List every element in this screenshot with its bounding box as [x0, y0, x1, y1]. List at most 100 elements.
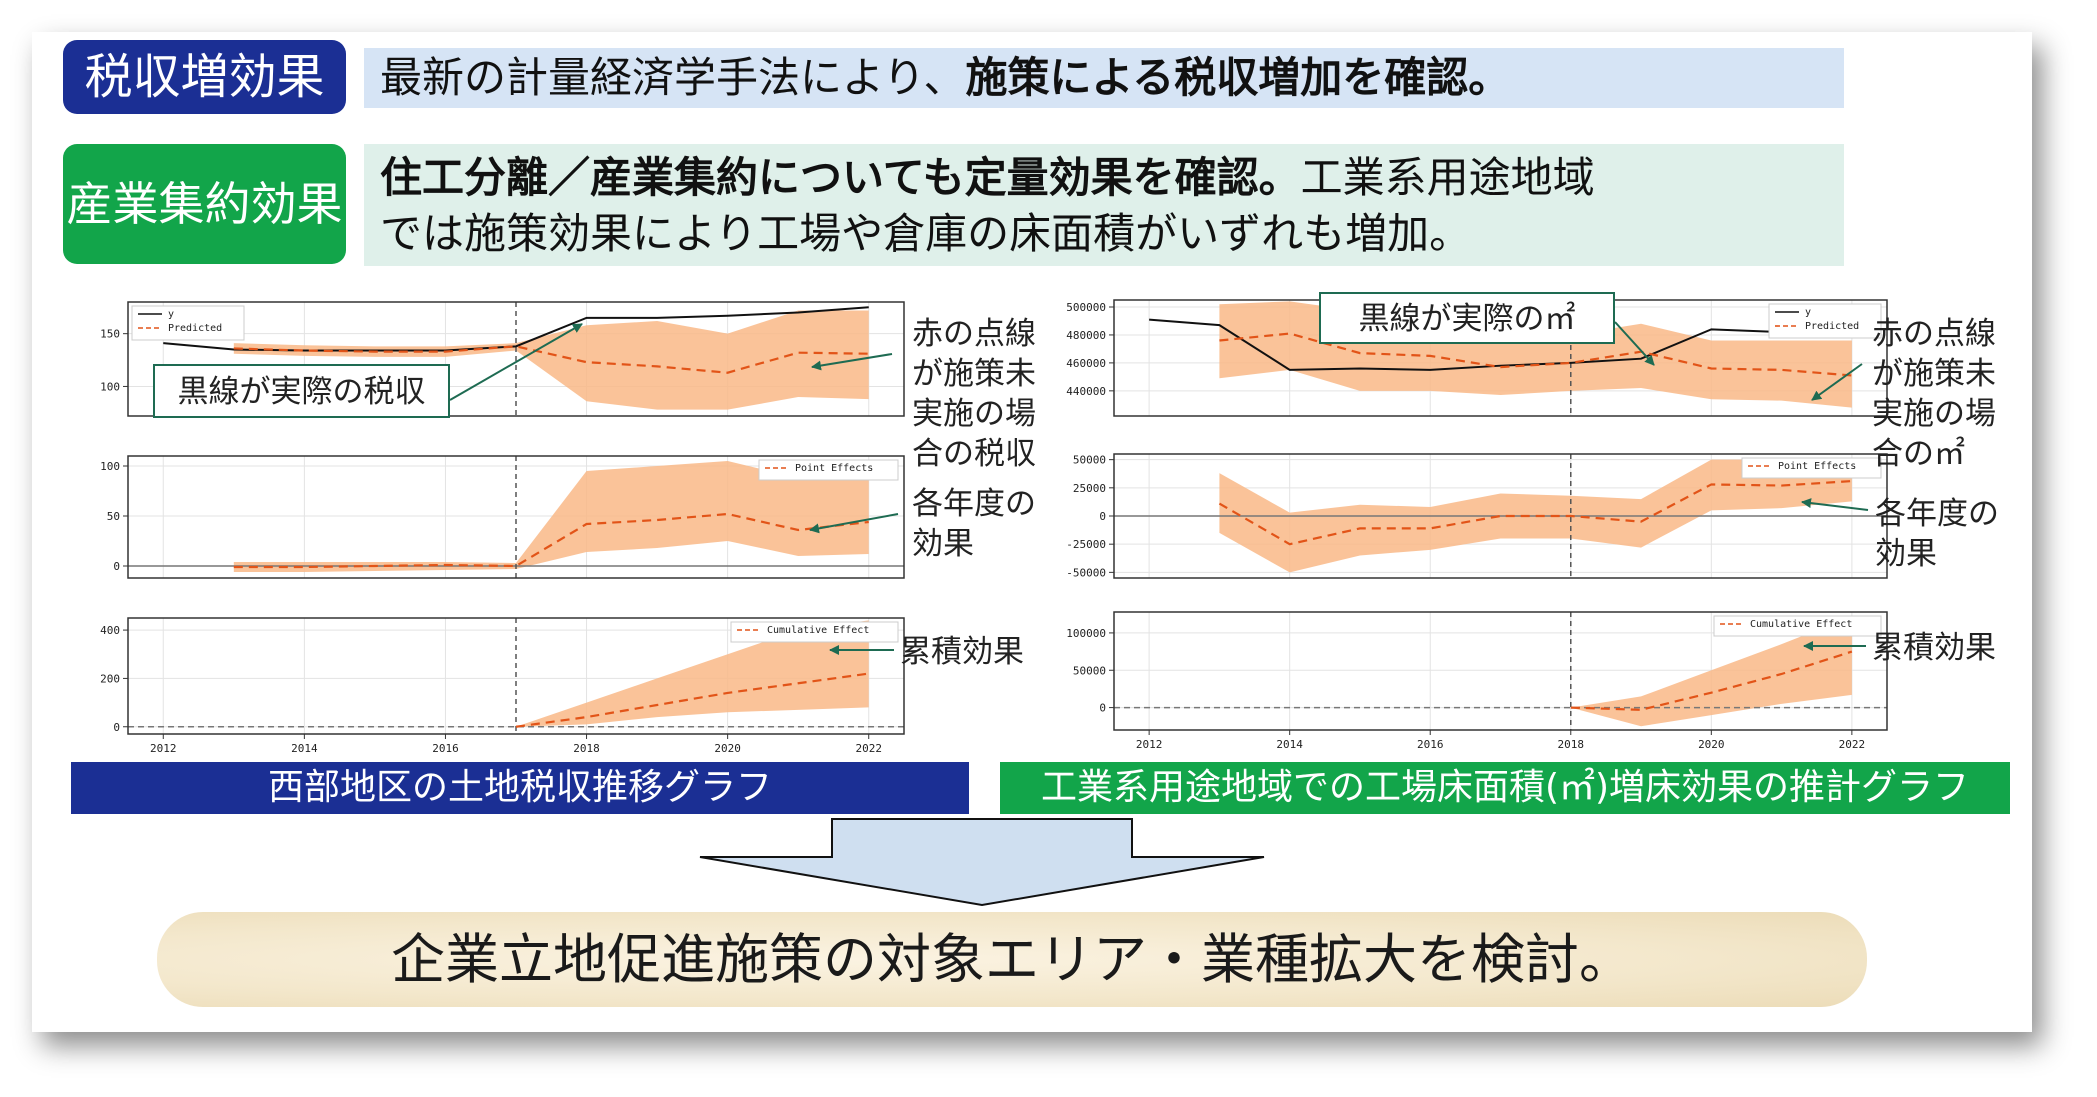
left-chart-caption: 西部地区の土地税収推移グラフ: [71, 762, 969, 814]
right-chart-caption: 工業系用途地域での工場床面積(㎡)増床効果の推計グラフ: [1000, 762, 2010, 814]
tax-ytick-label: 150: [100, 328, 120, 341]
industry-effect-line2: では施策効果により工場や倉庫の床面積がいずれも増加。: [380, 209, 1472, 258]
tax-legend-box: [758, 459, 899, 481]
floor-series-y: [1149, 318, 1852, 371]
tax-ytick-label: 100: [100, 380, 120, 393]
floor-legend-label: Point Effects: [1778, 461, 1856, 472]
left-red-line-callout-line: が施策未: [912, 356, 1036, 392]
floor-confidence-band: [1570, 616, 1852, 727]
left-black-line-callout: 黒線が実際の税収: [153, 364, 450, 418]
tax-ytick-label: 50: [107, 510, 120, 523]
floor-xtick-label: 2016: [1417, 738, 1444, 751]
left-point-effect-callout-line: 効果: [912, 526, 974, 562]
conclusion-banner: 企業立地促進施策の対象エリア・業種拡大を検討。: [157, 912, 1867, 1007]
right-red-line-callout-line: が施策未: [1872, 356, 1996, 392]
tax-ytick-label: 0: [113, 560, 120, 573]
floor-ytick-label: 50000: [1073, 454, 1106, 467]
tax-axes-frame: [127, 455, 905, 579]
tax-legend-label: Predicted: [168, 323, 222, 334]
floor-xtick-label: 2014: [1276, 738, 1303, 751]
floor-ytick-label: 100000: [1066, 627, 1106, 640]
tax-legend-label: Cumulative Effect: [767, 625, 869, 636]
floor-ytick-label: 480000: [1066, 329, 1106, 342]
tax-ytick-label: 200: [100, 672, 120, 685]
industry-effect-banner: 住工分離／産業集約についても定量効果を確認。工業系用途地域 では施策効果により工…: [364, 144, 1844, 266]
floor-panel-pointwise: -50000 -25000 0 25000 50000 Point Effects: [1066, 453, 1888, 579]
floor-panel-cumulative: 0 50000 100000 2012 2014 2016 2018 2020 2022 Cumu…: [1066, 611, 1888, 751]
tax-panel-original: 100 150 y Predicted: [100, 301, 905, 417]
left-black-arrow: [449, 323, 583, 401]
tax-confidence-band: [233, 461, 869, 572]
right-red-arrow: [1811, 363, 1863, 401]
right-point-effect-callout-line: 各年度の: [1875, 496, 1999, 532]
tax-xtick-label: 2022: [855, 742, 882, 755]
floor-ytick-label: -50000: [1066, 566, 1106, 579]
down-arrow: [699, 818, 1265, 907]
floor-legend-label: y: [1805, 307, 1811, 318]
floor-axes-frame: [1113, 611, 1888, 731]
floor-legend-label: Predicted: [1805, 321, 1859, 332]
floor-xtick-label: 2012: [1136, 738, 1163, 751]
tax-confidence-band: [233, 310, 869, 410]
floor-legend-box: [1713, 615, 1882, 637]
floor-ytick-label: 440000: [1066, 385, 1106, 398]
floor-legend-box: [1768, 303, 1882, 339]
floor-ytick-label: 0: [1099, 702, 1106, 715]
industry-effect-badge: 産業集約効果: [63, 144, 346, 264]
floor-ytick-label: 500000: [1066, 301, 1106, 314]
floor-xtick-label: 2020: [1698, 738, 1725, 751]
right-black-line-callout: 黒線が実際の㎡: [1319, 292, 1615, 344]
left-red-line-callout-line: 赤の点線: [912, 316, 1036, 352]
tax-confidence-band: [516, 620, 869, 727]
floor-ytick-label: 460000: [1066, 357, 1106, 370]
left-point-effect-callout: 各年度の 効果: [912, 484, 1036, 564]
tax-legend-box: [131, 305, 245, 341]
floor-xtick-label: 2018: [1558, 738, 1585, 751]
tax-xtick-label: 2014: [291, 742, 318, 755]
tax-effect-text-bold: 施策による税収増加を確認。: [965, 53, 1511, 102]
tax-axes-frame: [127, 617, 905, 735]
tax-panel-pointwise: 0 50 100 Point Effects: [100, 455, 905, 579]
tax-effect-banner: 最新の計量経済学手法により、施策による税収増加を確認。: [364, 48, 1844, 108]
tax-xtick-label: 2012: [150, 742, 177, 755]
floor-series-cumulative-effect: [1570, 650, 1853, 711]
floor-legend-label: Cumulative Effect: [1750, 619, 1852, 630]
tax-legend-label: y: [168, 309, 174, 320]
floor-ytick-label: -25000: [1066, 538, 1106, 551]
industry-effect-line1: 住工分離／産業集約についても定量効果を確認。工業系用途地域: [380, 150, 1844, 206]
tax-effect-badge: 税収増効果: [63, 40, 346, 114]
tax-xtick-label: 2018: [573, 742, 600, 755]
tax-panel-cumulative: 0 200 400 2012 2014 2016 2018 2020 2022 Cumulativ…: [100, 617, 905, 755]
left-point-arrow: [809, 513, 899, 534]
tax-xtick-label: 2016: [432, 742, 459, 755]
left-red-line-callout: 赤の点線 が施策未 実施の場 合の税収: [912, 314, 1036, 474]
floor-ytick-label: 25000: [1073, 482, 1106, 495]
tax-legend-box: [730, 621, 899, 643]
tax-xtick-label: 2020: [714, 742, 741, 755]
right-red-line-callout-line: 実施の場: [1872, 396, 1996, 432]
left-point-effect-callout-line: 各年度の: [912, 486, 1036, 522]
left-red-arrow: [811, 353, 893, 371]
tax-ytick-label: 0: [113, 721, 120, 734]
left-red-line-callout-line: 実施の場: [912, 396, 1036, 432]
tax-effect-text-regular: 最新の計量経済学手法により、: [380, 53, 966, 102]
right-red-line-callout: 赤の点線 が施策未 実施の場 合の㎡: [1872, 314, 1996, 474]
tax-legend-label: Point Effects: [795, 463, 873, 474]
tax-series-point-effects: [233, 512, 869, 569]
right-red-line-callout-line: 赤の点線: [1872, 316, 1996, 352]
right-point-effect-callout: 各年度の 効果: [1875, 494, 1999, 574]
callout-arrows: [449, 321, 1869, 655]
floor-xtick-label: 2022: [1839, 738, 1866, 751]
floor-ytick-label: 0: [1099, 510, 1106, 523]
left-cumulative-callout: 累積効果: [900, 634, 1024, 670]
tax-revenue-chart: 100 150 y Predicted 0 50 100 Point Effects 0 200 4…: [100, 301, 905, 755]
right-point-arrow: [1801, 498, 1869, 511]
floor-ytick-label: 50000: [1073, 664, 1106, 677]
tax-ytick-label: 400: [100, 624, 120, 637]
slide: 税収増効果 最新の計量経済学手法により、施策による税収増加を確認。 産業集約効果…: [32, 32, 2032, 1032]
floor-legend-box: [1741, 457, 1882, 479]
left-red-line-callout-line: 合の税収: [912, 436, 1036, 472]
right-red-line-callout-line: 合の㎡: [1872, 436, 1965, 472]
right-cumulative-callout: 累積効果: [1872, 630, 1996, 666]
tax-ytick-label: 100: [100, 460, 120, 473]
